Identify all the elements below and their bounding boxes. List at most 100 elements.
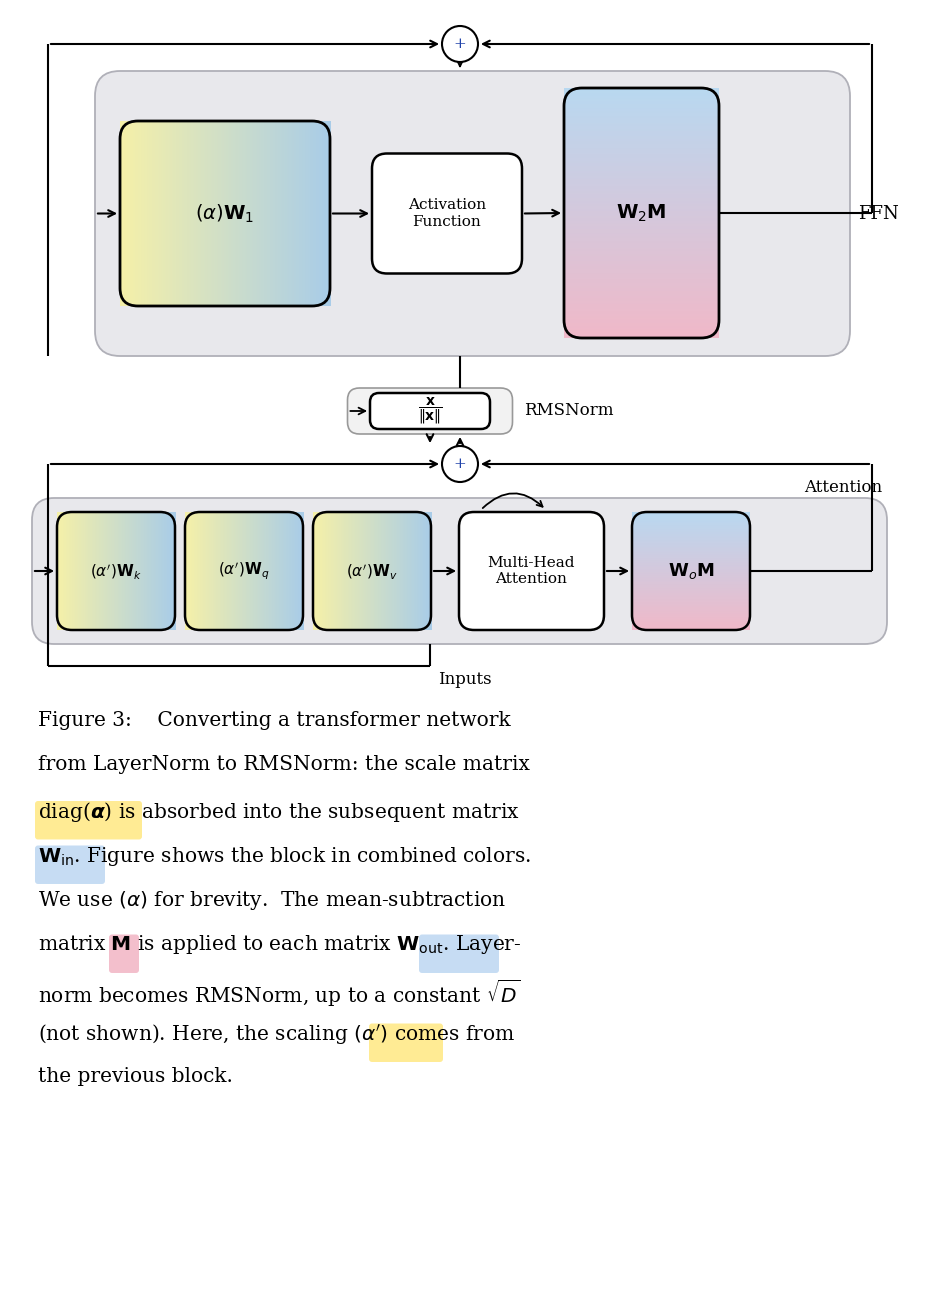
Bar [199, 512, 201, 630]
Bar [295, 512, 297, 630]
Bar [376, 512, 377, 630]
Bar [564, 87, 719, 89]
Bar [135, 512, 136, 630]
Bar [564, 272, 719, 275]
Bar [300, 121, 302, 307]
Bar [564, 179, 719, 182]
Bar [318, 512, 320, 630]
Bar [191, 121, 193, 307]
Bar [254, 121, 256, 307]
Bar [122, 121, 125, 307]
Bar [420, 512, 422, 630]
Bar [564, 246, 719, 247]
Bar [136, 512, 137, 630]
Bar [145, 121, 147, 307]
Bar [564, 226, 719, 228]
Bar [429, 512, 431, 630]
Bar [278, 512, 279, 630]
Bar [564, 259, 719, 262]
Bar [355, 512, 356, 630]
Bar [370, 512, 371, 630]
Bar [128, 121, 130, 307]
Bar [288, 121, 290, 307]
FancyBboxPatch shape [370, 393, 490, 429]
Bar [299, 121, 301, 307]
Bar [329, 512, 331, 630]
Bar [268, 121, 270, 307]
Bar [424, 512, 426, 630]
Bar [564, 170, 719, 171]
Bar [564, 116, 719, 118]
Bar [258, 512, 260, 630]
Bar [142, 512, 143, 630]
Bar [260, 512, 261, 630]
Bar [374, 512, 375, 630]
Bar [302, 512, 304, 630]
Bar [79, 512, 80, 630]
Bar [172, 121, 174, 307]
FancyBboxPatch shape [35, 801, 142, 840]
Bar [564, 187, 719, 190]
Bar [262, 512, 263, 630]
Bar [65, 512, 66, 630]
Bar [333, 512, 334, 630]
Bar [564, 137, 719, 139]
Bar [564, 158, 719, 159]
Bar [219, 512, 220, 630]
Bar [343, 512, 345, 630]
Bar [204, 512, 205, 630]
Bar [353, 512, 355, 630]
Bar [279, 121, 280, 307]
Bar [361, 512, 363, 630]
Bar [564, 151, 719, 153]
Bar [384, 512, 385, 630]
Bar [564, 103, 719, 105]
Bar [373, 512, 375, 630]
Bar [168, 512, 170, 630]
Bar [190, 121, 192, 307]
Bar [273, 121, 275, 307]
Bar [105, 512, 107, 630]
Bar [204, 121, 206, 307]
Bar [379, 512, 380, 630]
Bar [427, 512, 428, 630]
Bar [564, 322, 719, 325]
Bar [101, 512, 102, 630]
Bar [564, 286, 719, 288]
Bar [377, 512, 379, 630]
Bar [130, 512, 132, 630]
Text: We use $(\alpha)$ for brevity.  The mean-subtraction: We use $(\alpha)$ for brevity. The mean-… [38, 890, 506, 912]
Bar [198, 512, 199, 630]
Text: Attention: Attention [804, 479, 882, 496]
Bar [291, 512, 292, 630]
Bar [137, 512, 138, 630]
Bar [564, 253, 719, 255]
Bar [126, 512, 128, 630]
Bar [564, 297, 719, 300]
Bar [305, 121, 307, 307]
Text: norm becomes RMSNorm, up to a constant $\sqrt{D}$: norm becomes RMSNorm, up to a constant $… [38, 978, 520, 1009]
Bar [286, 512, 288, 630]
Bar [184, 121, 186, 307]
Bar [271, 512, 272, 630]
Bar [564, 212, 719, 215]
Bar [264, 121, 266, 307]
Bar [221, 512, 222, 630]
Bar [243, 512, 244, 630]
Bar [129, 512, 131, 630]
Bar [170, 512, 171, 630]
Bar [233, 512, 234, 630]
Bar [171, 512, 172, 630]
Bar [317, 512, 318, 630]
Bar [347, 512, 349, 630]
Bar [391, 512, 393, 630]
Bar [313, 121, 315, 307]
Bar [245, 121, 247, 307]
Bar [564, 230, 719, 233]
Text: FFN: FFN [858, 204, 899, 222]
Bar [148, 512, 149, 630]
Bar [103, 512, 104, 630]
Bar [199, 512, 200, 630]
Bar [564, 267, 719, 270]
Bar [564, 295, 719, 296]
